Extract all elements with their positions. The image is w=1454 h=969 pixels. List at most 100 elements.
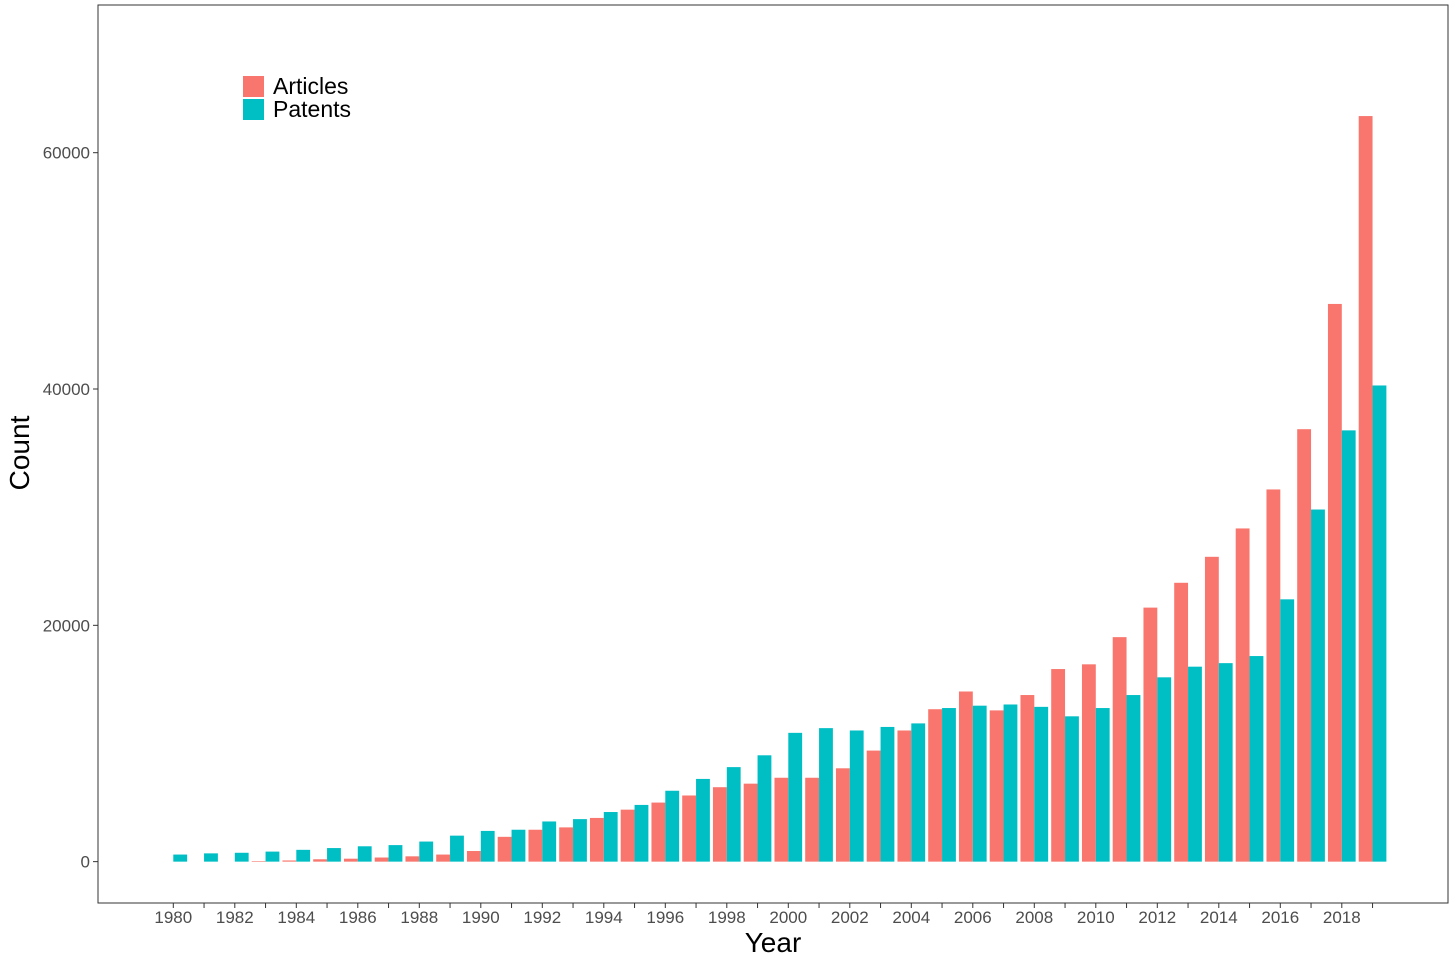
bar-articles-2007	[989, 710, 1004, 862]
bar-articles-2015	[1235, 528, 1250, 862]
bar-articles-2011	[1112, 637, 1127, 862]
legend-key-articles	[243, 76, 264, 97]
x-tick-label: 1986	[339, 908, 377, 927]
bar-articles-2019	[1358, 116, 1373, 862]
bar-patents-2017	[1311, 509, 1325, 862]
bar-patents-2009	[1065, 716, 1079, 862]
x-tick-label: 1998	[708, 908, 746, 927]
bar-articles-1994	[589, 817, 604, 862]
bar-articles-1997	[682, 795, 697, 862]
bar-articles-1996	[651, 802, 666, 862]
bar-patents-1987	[388, 845, 403, 862]
bar-patents-1994	[603, 812, 618, 862]
y-axis-title: Count	[4, 415, 35, 490]
plot-panel-border	[97, 4, 1449, 904]
x-tick-label: 2004	[892, 908, 930, 927]
bar-patents-1990	[480, 830, 495, 862]
bar-articles-2017	[1297, 429, 1312, 862]
bar-patents-1980	[173, 854, 188, 862]
bar-articles-2009	[1051, 669, 1066, 862]
bar-patents-1983	[265, 851, 280, 862]
x-tick-label: 2014	[1200, 908, 1238, 927]
x-tick-label: 1994	[585, 908, 623, 927]
bar-patents-1986	[357, 846, 372, 862]
legend-label-articles: Articles	[273, 73, 348, 99]
x-tick-label: 2010	[1077, 908, 1115, 927]
bar-articles-2008	[1020, 695, 1035, 862]
bar-articles-2016	[1266, 489, 1281, 862]
x-tick-label: 1990	[462, 908, 500, 927]
bar-patents-2016	[1280, 599, 1295, 862]
bar-patents-2015	[1249, 656, 1264, 862]
bar-patents-1984	[296, 849, 311, 862]
bar-articles-1995	[620, 809, 635, 862]
bar-articles-1999	[743, 783, 758, 862]
x-tick-label: 1984	[277, 908, 315, 927]
bar-articles-2014	[1204, 556, 1219, 862]
bar-patents-1992	[542, 821, 557, 862]
x-tick-label: 2016	[1261, 908, 1299, 927]
bar-patents-2011	[1126, 695, 1141, 862]
x-tick-label: 1988	[400, 908, 438, 927]
x-tick-label: 2018	[1323, 908, 1361, 927]
x-tick-label: 1992	[523, 908, 561, 927]
bar-patents-1985	[327, 848, 341, 862]
bar-articles-2003	[866, 750, 881, 862]
bar-patents-1995	[634, 804, 649, 862]
y-tick-label: 60000	[43, 144, 90, 163]
bar-articles-1989	[436, 854, 451, 862]
x-tick-label: 2012	[1138, 908, 1176, 927]
y-axis: 0 20000 40000 60000	[43, 144, 98, 872]
bar-patents-1989	[450, 835, 464, 862]
bar-articles-2013	[1174, 582, 1189, 862]
bar-articles-2004	[897, 730, 912, 862]
x-tick-label: 1982	[216, 908, 254, 927]
bar-patents-2014	[1218, 663, 1233, 862]
x-tick-label: 2006	[954, 908, 992, 927]
x-tick-label: 1980	[154, 908, 192, 927]
bar-patents-2002	[849, 730, 864, 862]
bar-articles-2006	[958, 691, 973, 862]
bar-patents-2013	[1188, 666, 1202, 862]
bar-articles-1990	[466, 851, 481, 862]
bar-articles-1987	[374, 857, 389, 862]
bar-patents-2008	[1034, 706, 1049, 862]
bar-articles-2001	[805, 777, 820, 862]
bar-articles-2012	[1143, 607, 1158, 862]
x-tick-label: 2008	[1015, 908, 1053, 927]
bar-patents-2019	[1372, 385, 1387, 862]
bar-patents-2005	[942, 708, 956, 862]
bar-articles-1986	[343, 858, 358, 862]
x-axis: 1980 1982 1984 1986 1988 1990 1992 1994 1996 1998…	[154, 903, 1374, 927]
bar-articles-2005	[928, 709, 943, 862]
bar-patents-2000	[788, 732, 803, 862]
x-tick-label: 1996	[646, 908, 684, 927]
bar-patents-2001	[819, 728, 833, 862]
y-tick-label: 0	[81, 853, 90, 872]
y-tick-label: 20000	[43, 616, 90, 635]
bar-patents-2010	[1095, 708, 1110, 862]
bar-articles-2000	[774, 777, 789, 862]
bar-articles-2010	[1081, 664, 1096, 862]
bar-patents-2004	[911, 723, 926, 862]
bar-patents-1996	[665, 790, 680, 862]
y-tick-label: 40000	[43, 380, 90, 399]
bar-patents-1981	[204, 853, 218, 862]
bar-articles-1984	[282, 860, 297, 862]
bar-patents-1998	[726, 767, 741, 862]
bar-articles-1983	[251, 861, 266, 862]
bar-articles-1991	[497, 836, 512, 862]
bar-articles-1993	[559, 827, 574, 862]
legend-label-patents: Patents	[273, 96, 351, 122]
bar-patents-1988	[419, 841, 434, 862]
bar-patents-2012	[1157, 677, 1172, 862]
bar-articles-1988	[405, 856, 420, 862]
bar-articles-1998	[712, 787, 727, 862]
bar-articles-1985	[313, 859, 328, 862]
bar-patents-1993	[573, 819, 587, 862]
x-tick-label: 2002	[831, 908, 869, 927]
bar-patents-2018	[1341, 430, 1356, 862]
